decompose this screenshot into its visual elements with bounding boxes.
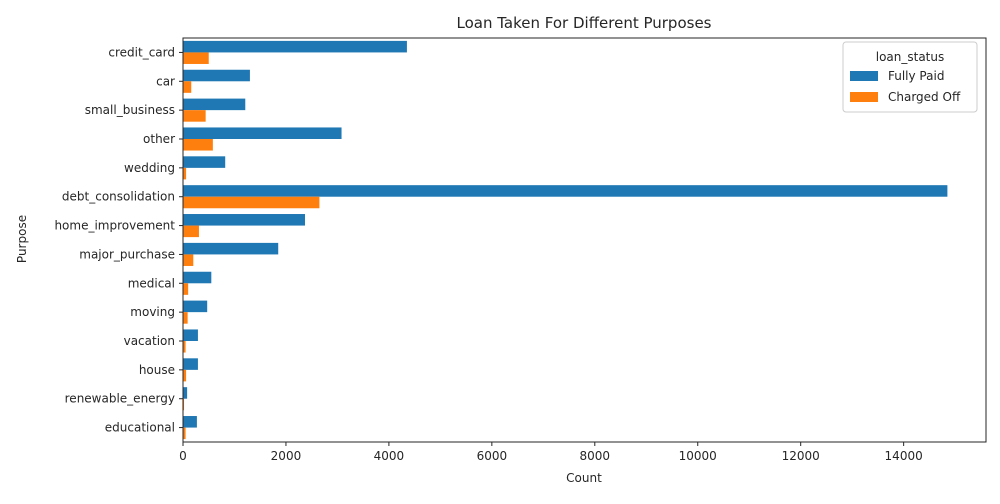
bar-charged-off-educational <box>183 427 186 440</box>
bar-charged-off-home-improvement <box>183 225 199 238</box>
x-tick-label: 8000 <box>580 449 611 463</box>
y-tick-label: major_purchase <box>79 247 175 261</box>
bar-charged-off-moving <box>183 312 188 324</box>
y-tick-label: debt_consolidation <box>62 190 175 204</box>
x-tick-label: 6000 <box>477 449 508 463</box>
y-tick-label: other <box>143 132 175 146</box>
bar-fully-paid-major-purchase <box>183 242 279 255</box>
legend-swatch <box>850 92 878 102</box>
bar-charged-off-credit-card <box>183 52 209 64</box>
bar-fully-paid-credit-card <box>183 40 407 53</box>
x-tick-label: 12000 <box>782 449 820 463</box>
legend: loan_status Fully Paid Charged Off <box>842 41 978 113</box>
bar-fully-paid-car <box>183 69 250 82</box>
x-tick-label: 0 <box>179 449 187 463</box>
bar-charged-off-vacation <box>183 341 186 353</box>
x-axis-ticks: 0 2000 4000 6000 8000 10000 12000 14000 <box>179 442 923 463</box>
x-tick-label: 14000 <box>885 449 923 463</box>
bar-fully-paid-home-improvement <box>183 214 305 226</box>
x-axis-title: Count <box>566 471 602 485</box>
bar-charged-off-debt-consolidation <box>183 196 320 209</box>
x-tick-label: 2000 <box>271 449 302 463</box>
y-axis-title: Purpose <box>15 215 29 263</box>
bar-charged-off-medical <box>183 283 189 295</box>
chart-title: Loan Taken For Different Purposes <box>457 14 712 32</box>
bar-fully-paid-wedding <box>183 156 226 168</box>
bars <box>183 40 948 440</box>
y-tick-label: home_improvement <box>54 219 175 233</box>
y-tick-label: car <box>156 74 175 88</box>
axes <box>182 37 987 443</box>
legend-label: Charged Off <box>888 90 961 104</box>
x-tick-label: 4000 <box>374 449 405 463</box>
legend-title: loan_status <box>876 50 945 64</box>
bar-fully-paid-debt-consolidation <box>183 185 948 197</box>
bar-charged-off-car <box>183 81 192 93</box>
bar-charged-off-wedding <box>183 167 187 180</box>
y-tick-label: educational <box>105 421 175 435</box>
y-tick-label: vacation <box>124 334 175 348</box>
bar-charged-off-other <box>183 139 213 151</box>
bar-charged-off-small-business <box>183 110 206 122</box>
bar-fully-paid-small-business <box>183 98 246 111</box>
bar-fully-paid-vacation <box>183 329 198 341</box>
bar-charged-off-renewable-energy <box>183 398 185 411</box>
x-tick-label: 10000 <box>679 449 717 463</box>
y-tick-label: small_business <box>85 103 175 117</box>
bar-fully-paid-house <box>183 358 198 370</box>
y-tick-label: credit_card <box>108 45 175 59</box>
bar-fully-paid-moving <box>183 300 208 313</box>
bar-fully-paid-other <box>183 127 342 139</box>
y-tick-label: renewable_energy <box>65 392 175 406</box>
bar-charged-off-major-purchase <box>183 254 194 266</box>
bar-fully-paid-educational <box>183 416 197 428</box>
legend-items: Fully Paid Charged Off <box>850 69 961 104</box>
y-tick-label: moving <box>130 305 175 319</box>
y-tick-label: medical <box>128 276 175 290</box>
legend-label: Fully Paid <box>888 69 944 83</box>
plot-frame <box>182 37 987 443</box>
y-tick-label: wedding <box>124 161 175 175</box>
bar-fully-paid-renewable-energy <box>183 387 188 399</box>
bar-fully-paid-medical <box>183 271 212 284</box>
bar-charged-off-house <box>183 369 187 382</box>
legend-swatch <box>850 71 878 81</box>
y-tick-label: house <box>139 363 175 377</box>
